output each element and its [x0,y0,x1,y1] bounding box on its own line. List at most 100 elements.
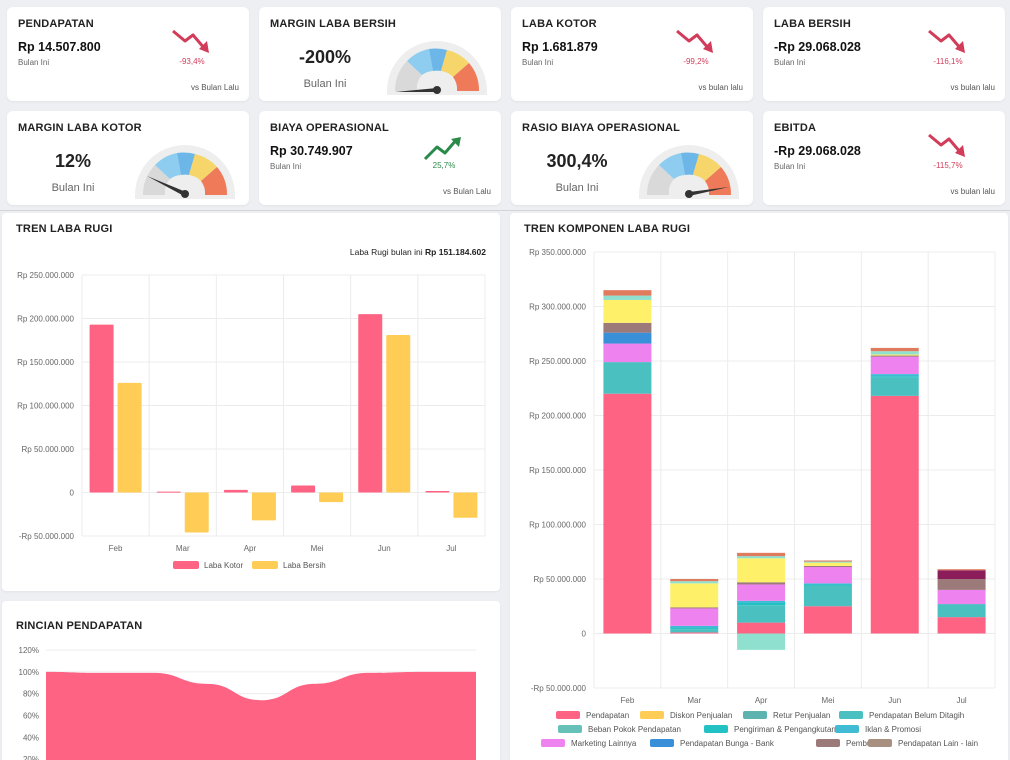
kpi-title: BIAYA OPERASIONAL [270,122,389,134]
stacked-segment [737,600,786,603]
legend-swatch [173,561,199,569]
legend-swatch [743,711,767,719]
x-tick-label: Jun [378,544,391,553]
legend-label: Pembulatan [846,739,889,748]
kpi-title: EBITDA [774,122,817,134]
stacked-segment [670,628,719,630]
stacked-segment-negative [737,633,786,650]
y-tick-label: Rp 50.000.000 [22,445,75,454]
trend-up-icon [423,137,461,161]
trend-down-icon [928,29,965,53]
x-tick-label: Jul [446,544,456,553]
x-tick-label: Mar [176,544,190,553]
kpi-value: -Rp 29.068.028 [774,40,861,54]
y-tick-label: Rp 150.000.000 [529,466,586,475]
bar [251,492,276,521]
kpi-title: LABA BERSIH [774,18,851,30]
y-tick-label: 100% [19,668,39,677]
y-tick-label: Rp 100.000.000 [17,402,74,411]
kpi-sub: Bulan Ini [18,58,50,67]
tren-komponen-chart: Rp 350.000.000 Rp 300.000.000 Rp 250.000.0… [529,248,996,748]
y-tick-label: -Rp 50.000.000 [531,684,587,693]
note-label: Laba Rugi bulan ini [349,247,423,257]
kpi-compare: vs bulan lalu [950,187,995,196]
stacked-segment [937,569,986,571]
x-tick-label: Feb [109,544,123,553]
kpi-card-rasio-biaya-operasional[interactable]: RASIO BIAYA OPERASIONAL 300,4% Bulan Ini [511,111,753,205]
kpi-card-margin-laba-kotor[interactable]: MARGIN LABA KOTOR 12% Bulan Ini [7,111,249,205]
stacked-segment [603,393,652,634]
y-tick-label: 80% [23,690,39,699]
legend-swatch [541,739,565,747]
stacked-segment [937,604,986,618]
stacked-segment [603,295,652,300]
stacked-segment [870,356,919,375]
kpi-card-margin-laba-bersih[interactable]: MARGIN LABA BERSIH -200% Bulan Ini [259,7,501,101]
stacked-segment [803,567,852,584]
kpi-sub: Bulan Ini [270,162,302,171]
stacked-segment [803,585,852,607]
section-divider [0,210,1010,211]
trend-down-icon [928,133,965,157]
kpi-value: -200% [298,47,352,67]
stacked-segment [670,629,719,633]
kpi-title: MARGIN LABA KOTOR [18,122,142,134]
stacked-segment [603,299,652,323]
legend-label: Pendapatan [586,711,629,720]
y-tick-label: Rp 250.000.000 [529,357,586,366]
legend-label: Pengiriman & Pengangkutan [734,725,836,734]
y-tick-label: Rp 350.000.000 [529,248,586,257]
y-tick-label: Rp 200.000.000 [17,315,74,324]
kpi-card-laba-bersih[interactable]: LABA BERSIH -Rp 29.068.028 Bulan Ini -11… [763,7,1005,101]
y-tick-label: -Rp 50.000.000 [19,532,75,541]
area-series [46,671,476,760]
stacked-segment [737,605,786,623]
legend-label: Beban Pokok Pendapatan [588,725,681,734]
stacked-segment [737,552,786,557]
y-tick-label: Rp 200.000.000 [529,412,586,421]
kpi-compare: vs Bulan Lalu [190,83,239,92]
gauge-chart [387,41,487,95]
trend-down-icon [676,29,713,53]
tren-komponen-card: TREN KOMPONEN LABA RUGI Rp 350.000.000 Rp… [510,213,1008,760]
kpi-value: Rp 1.681.879 [522,40,598,54]
kpi-card-biaya-operasional[interactable]: BIAYA OPERASIONAL Rp 30.749.907 Bulan In… [259,111,501,205]
y-tick-label: 40% [23,733,39,742]
note-value: Rp 151.184.602 [425,247,486,257]
kpi-compare: vs bulan lalu [950,83,995,92]
stacked-segment [870,347,919,352]
bar [319,492,344,503]
legend-swatch [650,739,674,747]
y-tick-label: 0 [582,630,587,639]
legend-swatch [835,725,859,733]
rincian-pendapatan-chart: 120% 100% 80% 60% 40% 20% [19,646,476,760]
y-tick-label: 120% [19,646,39,655]
stacked-segment [670,583,719,608]
legend-swatch [816,739,840,747]
stacked-segment [803,561,852,563]
stacked-segment [803,584,852,586]
stacked-segment [803,560,852,562]
kpi-card-ebitda[interactable]: EBITDA -Rp 29.068.028 Bulan Ini -115,7% … [763,111,1005,205]
bar [89,324,114,493]
stacked-segment [670,632,719,634]
stacked-segment [937,579,986,590]
bar [358,314,383,493]
trend-down-icon [172,29,209,53]
x-tick-label: Mei [311,544,324,553]
legend-label: Retur Penjualan [773,711,830,720]
stacked-segment [870,377,919,396]
bar [453,492,478,518]
kpi-sub: Bulan Ini [51,182,95,194]
stacked-segment [603,322,652,333]
kpi-value: 12% [54,151,92,171]
x-tick-label: Jul [956,696,966,705]
y-tick-label: Rp 300.000.000 [529,303,586,312]
kpi-sub: Bulan Ini [774,58,806,67]
legend-label: Diskon Penjualan [670,711,732,720]
kpi-card-pendapatan[interactable]: PENDAPATAN Rp 14.507.800 Bulan Ini -93,4… [7,7,249,101]
legend-label: Iklan & Promosi [865,725,921,734]
stacked-segment [937,617,986,634]
kpi-card-laba-kotor[interactable]: LABA KOTOR Rp 1.681.879 Bulan Ini -99,2%… [511,7,753,101]
stacked-segment [737,602,786,606]
